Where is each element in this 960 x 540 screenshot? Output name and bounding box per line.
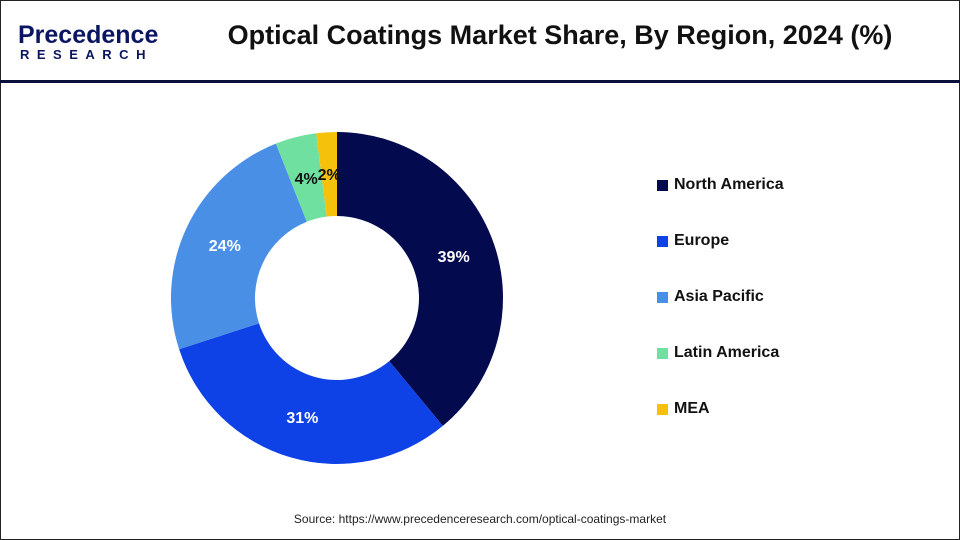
legend-swatch — [657, 179, 668, 191]
legend-item-mea: MEA — [657, 399, 784, 419]
slice-latin-america — [275, 133, 327, 222]
slice-north-america — [337, 132, 503, 426]
slice-europe — [179, 323, 443, 465]
legend-item-asia-pacific: Asia Pacific — [657, 287, 784, 307]
precedence-research-logo: Precedence RESEARCH — [18, 22, 158, 62]
header-divider — [0, 80, 960, 83]
logo-text-bottom: RESEARCH — [20, 47, 153, 62]
legend-label: Asia Pacific — [674, 288, 764, 305]
data-label-mea: 2% — [318, 167, 341, 184]
legend-label: MEA — [674, 400, 710, 417]
legend-swatch — [657, 235, 668, 247]
logo-text-top: Precedence — [18, 21, 159, 49]
legend-swatch — [657, 403, 668, 415]
data-label-north-america: 39% — [438, 249, 470, 266]
data-label-latin-america: 4% — [295, 171, 318, 188]
legend-label: Latin America — [674, 344, 780, 361]
chart-title: Optical Coatings Market Share, By Region… — [227, 20, 893, 50]
slice-mea — [316, 132, 337, 217]
slice-asia-pacific — [170, 143, 307, 350]
data-label-asia-pacific: 24% — [209, 238, 241, 255]
legend-item-north-america: North America — [657, 175, 784, 195]
legend-label: Europe — [674, 232, 730, 249]
legend-swatch — [657, 291, 668, 303]
legend-swatch — [657, 347, 668, 359]
data-label-europe: 31% — [286, 410, 318, 427]
legend-item-europe: Europe — [657, 231, 784, 251]
legend-item-latin-america: Latin America — [657, 343, 784, 363]
legend-label: North America — [674, 176, 784, 193]
legend: North America Europe Asia Pacific Latin Ame… — [657, 175, 784, 455]
source-note: Source: https://www.precedenceresearch.c… — [293, 512, 667, 526]
